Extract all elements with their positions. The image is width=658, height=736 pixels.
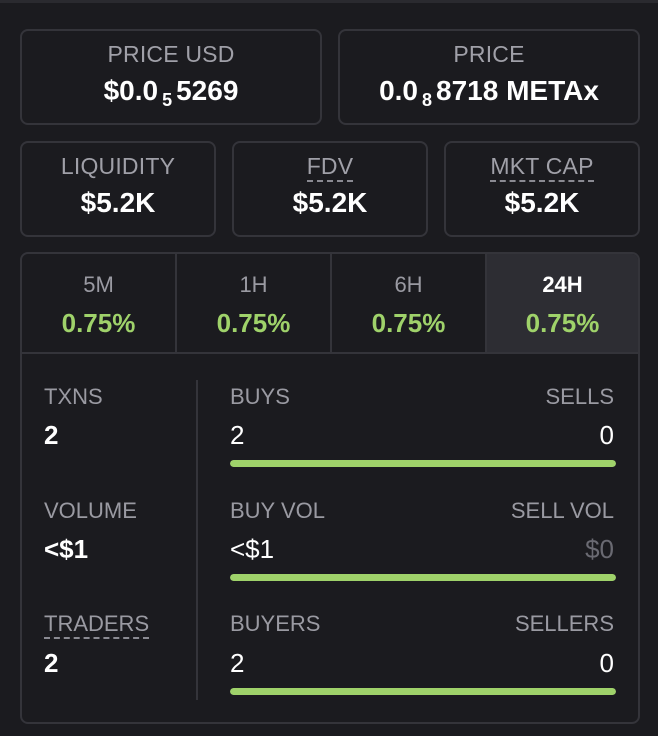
stats-panel: 5M 0.75% 1H 0.75% 6H 0.75% 24H 0.75% TXN… xyxy=(20,252,640,724)
liquidity-card: LIQUIDITY $5.2K xyxy=(20,141,216,237)
buys-sells-bar-fill xyxy=(230,460,616,467)
buyers-value: 2 xyxy=(230,648,245,678)
volume-value: <$1 xyxy=(44,534,89,564)
traders-label[interactable]: TRADERS xyxy=(44,611,150,639)
tab-6h[interactable]: 6H 0.75% xyxy=(332,254,487,354)
price-usd-label: PRICE USD xyxy=(107,41,235,67)
traders-bar xyxy=(230,688,616,695)
mkt-cap-label[interactable]: MKT CAP xyxy=(446,153,638,182)
buy-vol-value: <$1 xyxy=(230,534,275,564)
buy-vol-label: BUY VOL xyxy=(230,498,325,523)
buyers-label: BUYERS xyxy=(230,611,321,636)
traders-bar-fill xyxy=(230,688,616,695)
sell-vol-label: SELL VOL xyxy=(510,498,614,523)
buys-value: 2 xyxy=(230,420,245,450)
sellers-label: SELLERS xyxy=(514,611,614,636)
fdv-card[interactable]: FDV $5.2K xyxy=(232,141,428,237)
txns-value: 2 xyxy=(44,420,59,450)
price-usd-value: $0.0 5 5269 xyxy=(103,75,239,110)
tab-24h[interactable]: 24H 0.75% xyxy=(487,254,638,354)
price-usd-card: PRICE USD $0.0 5 5269 xyxy=(20,29,322,125)
liquidity-label: LIQUIDITY xyxy=(60,153,176,179)
buys-sells-bar xyxy=(230,460,616,467)
mkt-cap-card[interactable]: MKT CAP $5.2K xyxy=(444,141,640,237)
top-divider xyxy=(0,0,658,3)
sell-vol-value: $0 xyxy=(585,534,614,564)
column-divider xyxy=(196,380,198,700)
volume-bar-fill xyxy=(230,574,616,581)
sells-value: 0 xyxy=(599,420,614,450)
fdv-label[interactable]: FDV xyxy=(234,153,426,182)
volume-bar xyxy=(230,574,616,581)
txns-label: TXNS xyxy=(44,384,103,409)
sells-label: SELLS xyxy=(545,384,615,409)
buys-label: BUYS xyxy=(230,384,290,409)
sellers-value: 0 xyxy=(599,648,614,678)
price-value: 0.0 8 8718 METAx xyxy=(379,75,599,110)
fdv-value: $5.2K xyxy=(292,187,368,218)
mkt-cap-value: $5.2K xyxy=(504,187,580,218)
tab-1h[interactable]: 1H 0.75% xyxy=(177,254,332,354)
price-card: PRICE 0.0 8 8718 METAx xyxy=(338,29,640,125)
tab-5m[interactable]: 5M 0.75% xyxy=(22,254,177,354)
traders-value: 2 xyxy=(44,648,59,678)
price-label: PRICE xyxy=(453,41,525,67)
liquidity-value: $5.2K xyxy=(80,187,156,218)
volume-label: VOLUME xyxy=(44,498,137,523)
